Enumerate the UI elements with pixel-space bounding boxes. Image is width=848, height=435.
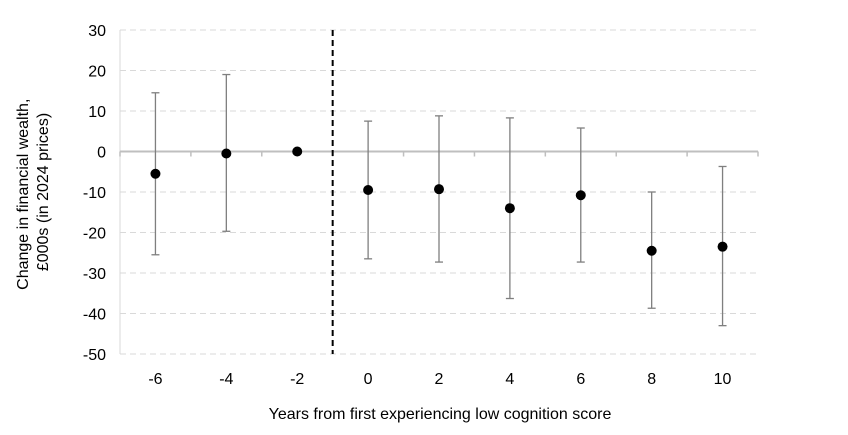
data-point-10 bbox=[717, 241, 728, 252]
x-tick-label: 0 bbox=[364, 371, 373, 388]
data-point-8 bbox=[646, 245, 657, 256]
x-tick-label: 8 bbox=[647, 371, 656, 388]
data-point-0 bbox=[363, 184, 374, 195]
x-tick-label: -6 bbox=[148, 371, 162, 388]
data-point-4 bbox=[504, 203, 515, 214]
data-point--2 bbox=[292, 146, 303, 157]
data-point-2 bbox=[434, 184, 444, 195]
x-tick-labels: -6 -4 -2 0 2 4 6 8 10 bbox=[148, 371, 731, 388]
x-tick-label: 10 bbox=[714, 371, 732, 388]
x-tick-label: -2 bbox=[290, 371, 304, 388]
y-axis-title-line-1: Change in financial wealth, bbox=[15, 99, 32, 290]
y-tick-label: 20 bbox=[88, 64, 106, 81]
x-axis-title: Years from first experiencing low cognit… bbox=[269, 406, 612, 423]
y-tick-label: -20 bbox=[83, 226, 106, 243]
x-tick-label: 6 bbox=[576, 371, 585, 388]
y-tick-label: -30 bbox=[83, 266, 106, 283]
x-tick-label: 4 bbox=[505, 371, 514, 388]
y-tick-label: 0 bbox=[97, 145, 106, 162]
data-point--6 bbox=[150, 168, 161, 179]
y-tick-label: -10 bbox=[83, 185, 106, 202]
data-point--4 bbox=[221, 148, 232, 159]
y-axis-title-line-2: £000s (in 2024 prices) bbox=[35, 113, 52, 271]
y-tick-label: 30 bbox=[88, 23, 106, 40]
data-points bbox=[150, 146, 728, 256]
y-tick-label: -50 bbox=[83, 347, 106, 364]
y-tick-labels: 30 20 10 0 -10 -20 -30 -40 -50 bbox=[83, 23, 106, 364]
x-tick-label: -4 bbox=[219, 371, 233, 388]
y-tick-label: -40 bbox=[83, 307, 106, 324]
y-axis-title: Change in financial wealth, £000s (in 20… bbox=[15, 94, 52, 290]
x-tick-label: 2 bbox=[435, 371, 444, 388]
error-bars bbox=[151, 73, 727, 327]
data-point-6 bbox=[575, 190, 586, 201]
y-tick-label: 10 bbox=[88, 104, 106, 121]
